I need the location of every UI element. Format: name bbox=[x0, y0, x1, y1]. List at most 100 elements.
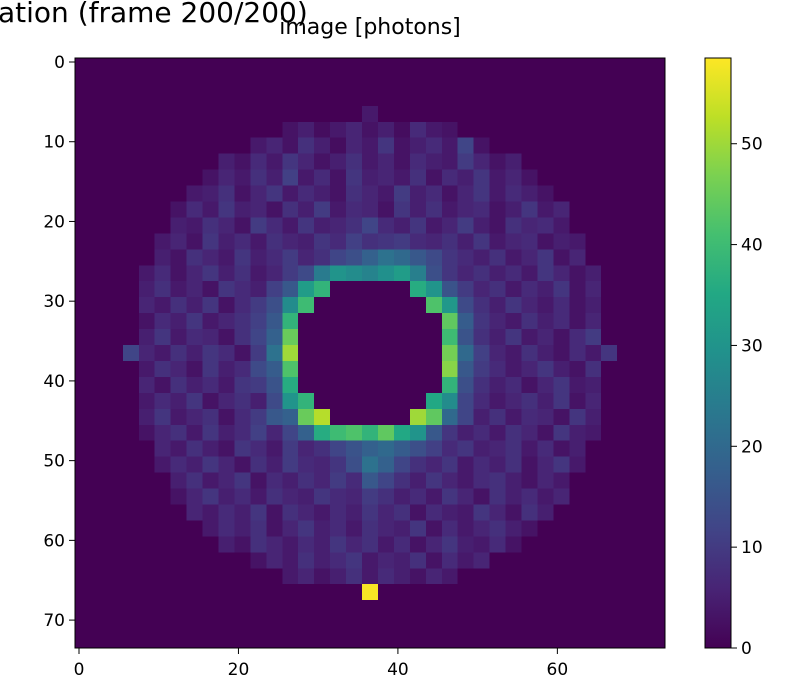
pixel bbox=[75, 281, 92, 298]
pixel bbox=[346, 137, 363, 154]
pixel bbox=[170, 600, 187, 617]
pixel bbox=[106, 376, 124, 394]
pixel bbox=[649, 456, 666, 473]
pixel bbox=[489, 345, 506, 362]
pixel bbox=[250, 345, 267, 362]
pixel bbox=[393, 281, 411, 298]
pixel bbox=[425, 520, 443, 537]
pixel bbox=[234, 265, 251, 282]
pixel bbox=[569, 520, 586, 537]
pixel bbox=[218, 121, 235, 139]
pixel bbox=[186, 73, 203, 91]
pixel bbox=[234, 536, 251, 553]
pixel bbox=[441, 616, 459, 633]
pixel bbox=[425, 265, 443, 282]
pixel bbox=[409, 345, 427, 362]
pixel bbox=[441, 584, 459, 601]
pixel bbox=[122, 424, 140, 442]
pixel bbox=[202, 440, 219, 457]
pixel bbox=[553, 233, 570, 250]
pixel bbox=[457, 360, 474, 378]
pixel bbox=[346, 504, 363, 521]
pixel bbox=[441, 392, 459, 410]
pixel bbox=[649, 345, 666, 362]
pixel bbox=[585, 520, 602, 537]
pixel bbox=[234, 616, 251, 633]
pixel bbox=[362, 552, 379, 569]
pixel bbox=[202, 329, 219, 346]
pixel bbox=[601, 632, 618, 649]
pixel bbox=[314, 153, 331, 170]
pixel bbox=[202, 552, 219, 569]
pixel bbox=[218, 297, 235, 314]
pixel bbox=[154, 392, 171, 410]
pixel bbox=[409, 313, 427, 330]
pixel bbox=[553, 632, 570, 649]
pixel bbox=[409, 153, 427, 170]
pixel bbox=[250, 392, 267, 410]
pixel bbox=[601, 552, 618, 569]
pixel bbox=[330, 504, 347, 521]
pixel bbox=[314, 600, 331, 617]
pixel bbox=[202, 616, 219, 633]
pixel bbox=[633, 249, 650, 266]
pixel bbox=[234, 58, 251, 75]
pixel bbox=[202, 345, 219, 362]
pixel bbox=[633, 185, 650, 202]
pixel bbox=[282, 504, 299, 521]
y-tick-label: 50 bbox=[43, 452, 65, 472]
pixel bbox=[473, 153, 490, 170]
pixel bbox=[90, 58, 108, 75]
pixel bbox=[649, 73, 666, 91]
pixel bbox=[425, 616, 443, 633]
pixel bbox=[553, 58, 570, 75]
pixel bbox=[441, 297, 459, 314]
pixel bbox=[393, 297, 411, 314]
pixel bbox=[649, 408, 666, 426]
pixel bbox=[314, 201, 331, 218]
pixel bbox=[75, 456, 92, 473]
pixel bbox=[441, 137, 459, 154]
pixel bbox=[425, 329, 443, 346]
pixel bbox=[202, 504, 219, 521]
pixel bbox=[457, 584, 474, 601]
pixel bbox=[505, 105, 522, 123]
pixel bbox=[362, 424, 379, 442]
pixel bbox=[393, 536, 411, 553]
pixel bbox=[122, 233, 140, 250]
pixel bbox=[154, 249, 171, 266]
pixel bbox=[266, 632, 283, 649]
pixel bbox=[122, 472, 140, 489]
pixel bbox=[425, 345, 443, 362]
pixel bbox=[377, 600, 395, 617]
pixel bbox=[298, 105, 315, 123]
pixel bbox=[457, 520, 474, 537]
pixel bbox=[218, 89, 235, 107]
pixel bbox=[617, 297, 634, 314]
heatmap bbox=[75, 58, 666, 649]
pixel bbox=[106, 169, 124, 186]
pixel bbox=[633, 408, 650, 426]
pixel bbox=[314, 424, 331, 442]
pixel bbox=[521, 616, 538, 633]
pixel bbox=[122, 376, 140, 394]
pixel bbox=[186, 58, 203, 75]
pixel bbox=[473, 89, 490, 107]
pixel bbox=[234, 408, 251, 426]
pixel bbox=[569, 89, 586, 107]
pixel bbox=[266, 552, 283, 569]
pixel bbox=[649, 313, 666, 330]
pixel bbox=[282, 105, 299, 123]
colorbar-tick-label: 10 bbox=[741, 538, 763, 558]
pixel bbox=[425, 440, 443, 457]
pixel bbox=[377, 281, 395, 298]
pixel bbox=[138, 360, 156, 378]
pixel bbox=[282, 632, 299, 649]
pixel bbox=[553, 488, 570, 505]
pixel bbox=[633, 89, 650, 107]
pixel bbox=[569, 201, 586, 218]
pixel bbox=[441, 360, 459, 378]
pixel bbox=[521, 233, 538, 250]
pixel bbox=[377, 201, 395, 218]
pixel bbox=[617, 584, 634, 601]
